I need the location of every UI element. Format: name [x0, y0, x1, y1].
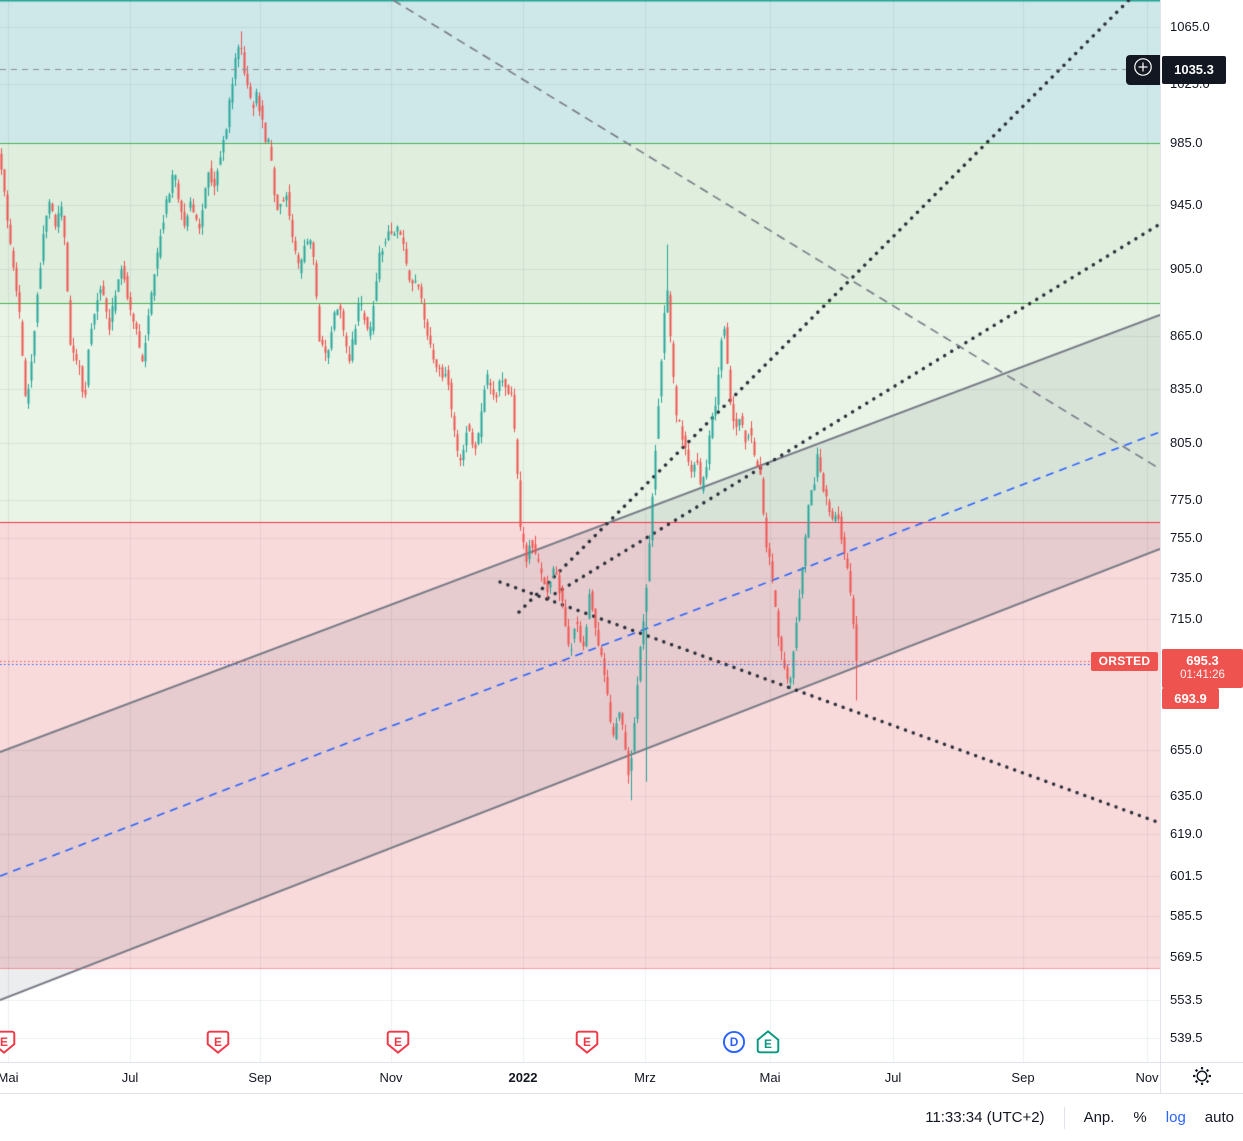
candlestick-canvas[interactable] — [0, 0, 1160, 1062]
time-tick: Nov — [379, 1070, 403, 1085]
price-tick: 1065.0 — [1170, 19, 1210, 35]
svg-text:E: E — [0, 1035, 8, 1049]
E-badge-icon: E — [206, 1030, 230, 1054]
adjust-button[interactable]: Anp. — [1083, 1109, 1115, 1126]
price-tick: 755.0 — [1170, 530, 1203, 546]
price-tick: 985.0 — [1170, 135, 1203, 151]
svg-text:E: E — [214, 1035, 222, 1049]
price-tick: 619.0 — [1170, 825, 1203, 841]
earnings-badge[interactable]: E — [0, 1029, 17, 1055]
bottom-toolbar: 11:33:34 (UTC+2) Anp. % log auto — [0, 1093, 1243, 1141]
time-tick: Sep — [1011, 1070, 1035, 1085]
clock-time: 11:33:34 (UTC+2) — [925, 1109, 1045, 1126]
svg-text:E: E — [764, 1037, 772, 1051]
price-tick: 569.5 — [1170, 949, 1203, 965]
price-tick: 539.5 — [1170, 1029, 1203, 1045]
price-tick: 655.0 — [1170, 741, 1203, 757]
price-tick: 585.5 — [1170, 908, 1203, 924]
percent-scale-button[interactable]: % — [1133, 1109, 1147, 1126]
time-tick: 2022 — [508, 1070, 538, 1085]
E-badge-icon: E — [575, 1030, 599, 1054]
last-price-value: 695.3 — [1186, 653, 1219, 669]
symbol-price-tag: ORSTED — [1091, 651, 1158, 671]
svg-text:E: E — [583, 1035, 591, 1049]
price-tick: 715.0 — [1170, 611, 1203, 627]
price-tick: 553.5 — [1170, 991, 1203, 1007]
price-tick: 735.0 — [1170, 570, 1203, 586]
sun-gear-icon — [1191, 1065, 1213, 1092]
bid-price-label: 693.9 — [1162, 687, 1219, 709]
log-scale-button[interactable]: log — [1165, 1109, 1186, 1126]
bar-countdown: 01:41:26 — [1180, 669, 1225, 682]
price-tick: 865.0 — [1170, 328, 1203, 344]
dividend-badge[interactable]: D — [721, 1029, 747, 1055]
E-badge-icon: E — [386, 1030, 410, 1054]
time-tick: Jul — [884, 1070, 902, 1085]
last-price-label: 695.3 01:41:26 — [1162, 648, 1243, 688]
price-tick: 905.0 — [1170, 261, 1203, 277]
price-tick: 835.0 — [1170, 380, 1203, 396]
price-tick: 601.5 — [1170, 868, 1203, 884]
E-badge-icon: E — [0, 1030, 16, 1054]
time-tick: Mai — [0, 1070, 19, 1085]
time-tick: Nov — [1135, 1070, 1159, 1085]
price-tick: 805.0 — [1170, 435, 1203, 451]
crosshair-price-label: 1035.3 — [1162, 55, 1226, 84]
price-axis[interactable]: 539.5 553.5 569.5 585.5 601.5 619.0 635.0 655.0… — [1160, 0, 1243, 1062]
svg-text:E: E — [394, 1035, 402, 1049]
price-tick: 775.0 — [1170, 491, 1203, 507]
E-badge-icon: E — [756, 1030, 780, 1054]
price-tick: 635.0 — [1170, 787, 1203, 803]
earnings-badge[interactable]: E — [755, 1029, 781, 1055]
time-tick: Sep — [248, 1070, 272, 1085]
chart-plot-area[interactable]: ORSTED E E E E D E — [0, 0, 1160, 1062]
time-tick: Jul — [121, 1070, 139, 1085]
time-axis[interactable]: Mai Jul Sep Nov 2022 Mrz Mai Jul Sep Nov — [0, 1062, 1160, 1093]
time-tick: Mai — [759, 1070, 781, 1085]
earnings-badge[interactable]: E — [574, 1029, 600, 1055]
earnings-badge[interactable]: E — [205, 1029, 231, 1055]
circle-plus-icon — [1132, 56, 1154, 83]
axis-settings-corner[interactable] — [1160, 1062, 1243, 1093]
D-badge-icon: D — [722, 1030, 746, 1054]
auto-scale-button[interactable]: auto — [1204, 1109, 1234, 1126]
crosshair-plus-button[interactable] — [1126, 54, 1160, 85]
svg-text:D: D — [730, 1035, 739, 1049]
time-tick: Mrz — [634, 1070, 656, 1085]
toolbar-divider — [1063, 1106, 1065, 1129]
earnings-badge[interactable]: E — [385, 1029, 411, 1055]
price-tick: 945.0 — [1170, 196, 1203, 212]
